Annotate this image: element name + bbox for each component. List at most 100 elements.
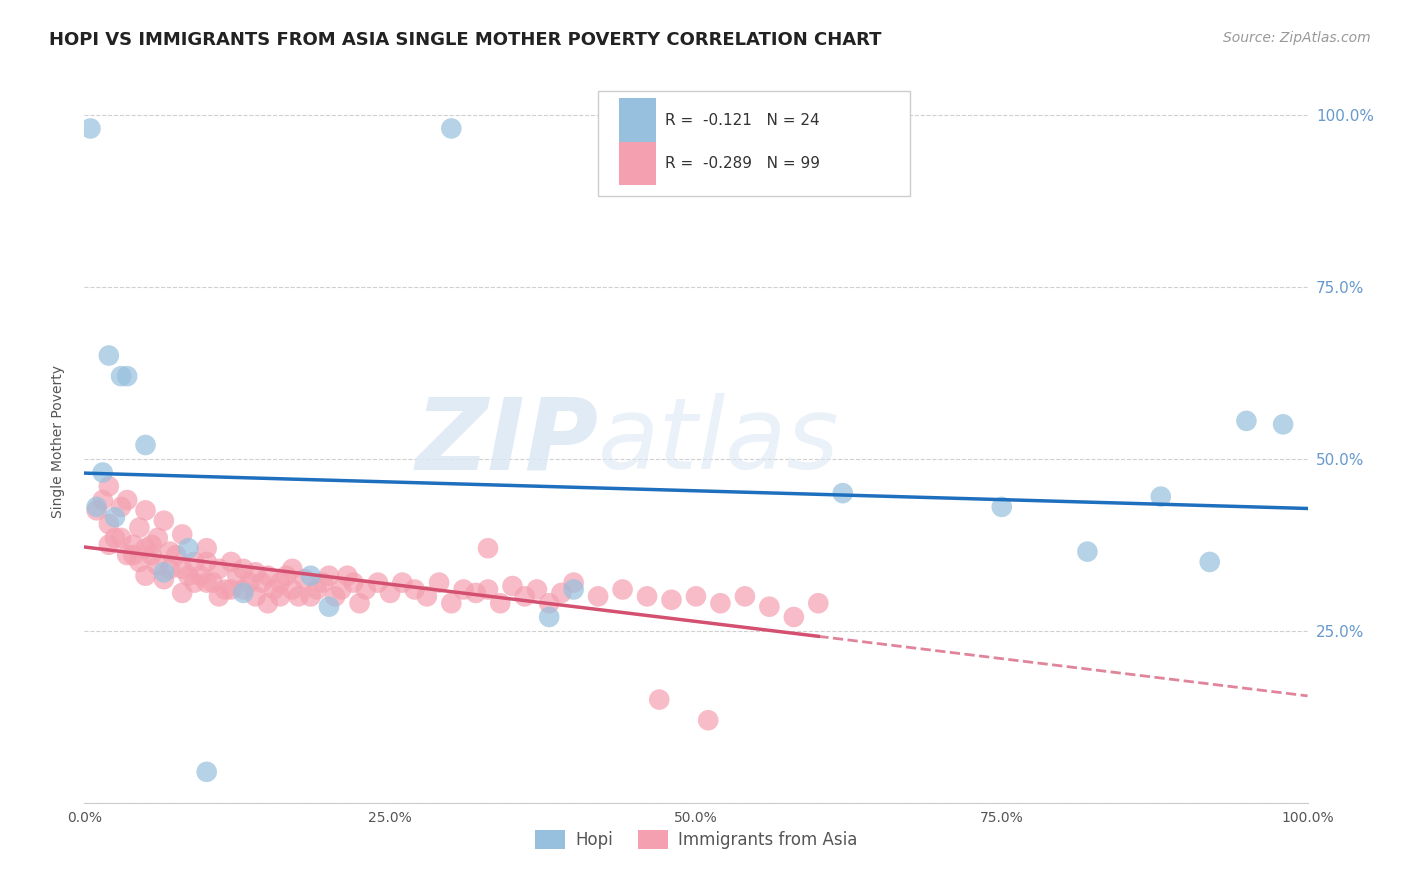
Point bbox=[128, 555, 150, 569]
Point bbox=[159, 562, 181, 576]
Point bbox=[685, 590, 707, 604]
Point bbox=[299, 590, 322, 604]
Point bbox=[201, 575, 224, 590]
Text: ZIP: ZIP bbox=[415, 393, 598, 490]
Point bbox=[219, 555, 242, 569]
Point bbox=[110, 500, 132, 514]
Point bbox=[115, 369, 138, 384]
Point bbox=[97, 538, 120, 552]
Point bbox=[110, 531, 132, 545]
Point bbox=[195, 575, 218, 590]
Point bbox=[250, 575, 273, 590]
Point bbox=[526, 582, 548, 597]
Point bbox=[440, 121, 463, 136]
Point bbox=[146, 531, 169, 545]
Point bbox=[648, 692, 671, 706]
Point bbox=[122, 548, 145, 562]
Point bbox=[263, 582, 285, 597]
Point bbox=[281, 582, 304, 597]
Point bbox=[183, 555, 205, 569]
Point bbox=[538, 610, 561, 624]
FancyBboxPatch shape bbox=[598, 91, 910, 196]
FancyBboxPatch shape bbox=[619, 142, 655, 185]
Point bbox=[245, 590, 267, 604]
Point bbox=[349, 596, 371, 610]
Point bbox=[427, 575, 450, 590]
Point bbox=[86, 500, 108, 514]
Point bbox=[330, 582, 353, 597]
Point bbox=[709, 596, 731, 610]
Point bbox=[135, 541, 157, 556]
Point bbox=[110, 369, 132, 384]
Point bbox=[135, 438, 157, 452]
Point bbox=[1076, 544, 1098, 558]
Point bbox=[1150, 490, 1173, 504]
Point bbox=[404, 582, 426, 597]
Point bbox=[269, 590, 291, 604]
Point bbox=[636, 590, 658, 604]
Point bbox=[97, 479, 120, 493]
FancyBboxPatch shape bbox=[619, 98, 655, 142]
Point bbox=[232, 562, 254, 576]
Point bbox=[172, 586, 194, 600]
Point bbox=[342, 575, 364, 590]
Point bbox=[281, 562, 304, 576]
Text: R =  -0.121   N = 24: R = -0.121 N = 24 bbox=[665, 112, 820, 128]
Text: R =  -0.289   N = 99: R = -0.289 N = 99 bbox=[665, 156, 820, 171]
Point bbox=[318, 599, 340, 614]
Point bbox=[177, 541, 200, 556]
Point bbox=[208, 590, 231, 604]
Point bbox=[232, 582, 254, 597]
Point bbox=[783, 610, 806, 624]
Point bbox=[226, 568, 249, 582]
Point bbox=[440, 596, 463, 610]
Point bbox=[153, 572, 176, 586]
Point bbox=[128, 520, 150, 534]
Point bbox=[219, 582, 242, 597]
Point bbox=[562, 575, 585, 590]
Point bbox=[318, 568, 340, 582]
Point bbox=[115, 493, 138, 508]
Point bbox=[807, 596, 830, 610]
Point bbox=[257, 596, 280, 610]
Point bbox=[172, 527, 194, 541]
Point bbox=[195, 541, 218, 556]
Point bbox=[312, 575, 335, 590]
Point bbox=[153, 514, 176, 528]
Point bbox=[354, 582, 377, 597]
Point bbox=[416, 590, 439, 604]
Point bbox=[135, 568, 157, 582]
Y-axis label: Single Mother Poverty: Single Mother Poverty bbox=[51, 365, 65, 518]
Point bbox=[104, 531, 127, 545]
Point bbox=[91, 466, 114, 480]
Point bbox=[502, 579, 524, 593]
Point bbox=[991, 500, 1014, 514]
Point bbox=[323, 590, 346, 604]
Point bbox=[141, 548, 163, 562]
Point bbox=[294, 572, 316, 586]
Point bbox=[391, 575, 413, 590]
Point bbox=[269, 575, 291, 590]
Point bbox=[245, 566, 267, 580]
Point bbox=[831, 486, 853, 500]
Point bbox=[287, 590, 309, 604]
Point bbox=[336, 568, 359, 582]
Point bbox=[115, 548, 138, 562]
Point bbox=[177, 568, 200, 582]
Point bbox=[538, 596, 561, 610]
Point bbox=[104, 510, 127, 524]
Text: atlas: atlas bbox=[598, 393, 839, 490]
Point bbox=[612, 582, 634, 597]
Point bbox=[489, 596, 512, 610]
Point bbox=[758, 599, 780, 614]
Legend: Hopi, Immigrants from Asia: Hopi, Immigrants from Asia bbox=[529, 823, 863, 856]
Point bbox=[305, 582, 328, 597]
Point bbox=[165, 548, 187, 562]
Point bbox=[380, 586, 402, 600]
Point bbox=[464, 586, 486, 600]
Text: Source: ZipAtlas.com: Source: ZipAtlas.com bbox=[1223, 31, 1371, 45]
Point bbox=[97, 349, 120, 363]
Point bbox=[86, 503, 108, 517]
Point bbox=[1198, 555, 1220, 569]
Point bbox=[276, 568, 298, 582]
